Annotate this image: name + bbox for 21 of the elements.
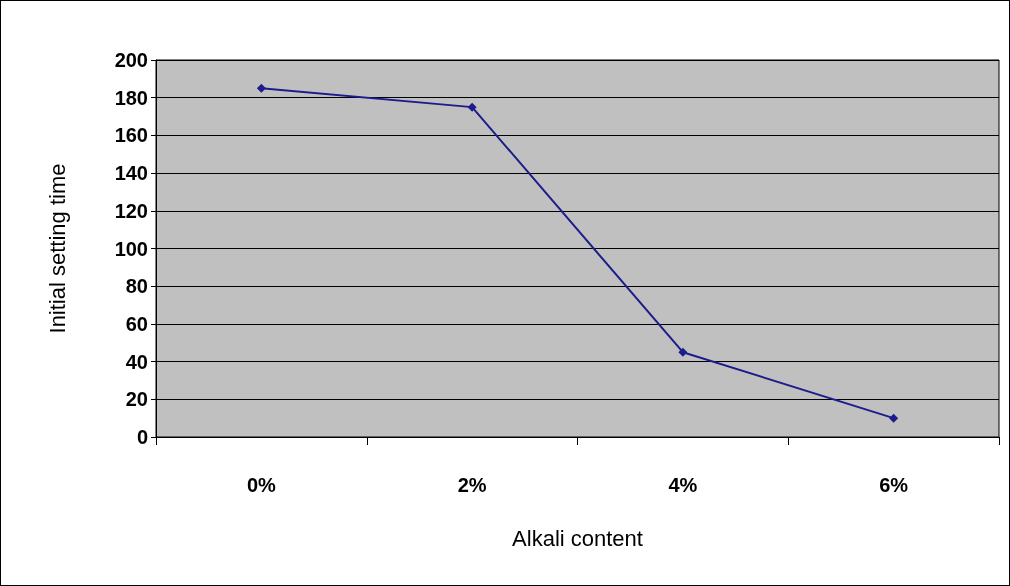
y-axis-title: Initial setting time: [44, 163, 70, 334]
point: [889, 413, 899, 423]
y-tick-label: 100: [114, 237, 148, 260]
x-axis-title: Alkali content: [512, 525, 643, 551]
y-tick-label: 120: [114, 199, 148, 222]
y-tick-label: 160: [114, 124, 148, 147]
y-tick-label: 0: [136, 426, 148, 448]
y-tick-label: 40: [125, 350, 148, 373]
x-tick-label: 0%: [246, 474, 277, 496]
y-tick-label: 80: [125, 275, 148, 298]
point: [256, 83, 266, 93]
point: [467, 102, 477, 112]
x-tick-label: 2%: [457, 474, 487, 496]
y-tick-label: 20: [125, 388, 148, 411]
y-tick-label: 180: [114, 86, 148, 109]
point: [678, 347, 688, 357]
y-tick-label: 200: [114, 49, 148, 71]
x-tick-label: 6%: [879, 474, 909, 496]
x-tick-label: 4%: [668, 474, 698, 496]
y-tick-label: 60: [125, 312, 148, 335]
y-tick-label: 140: [114, 162, 148, 185]
